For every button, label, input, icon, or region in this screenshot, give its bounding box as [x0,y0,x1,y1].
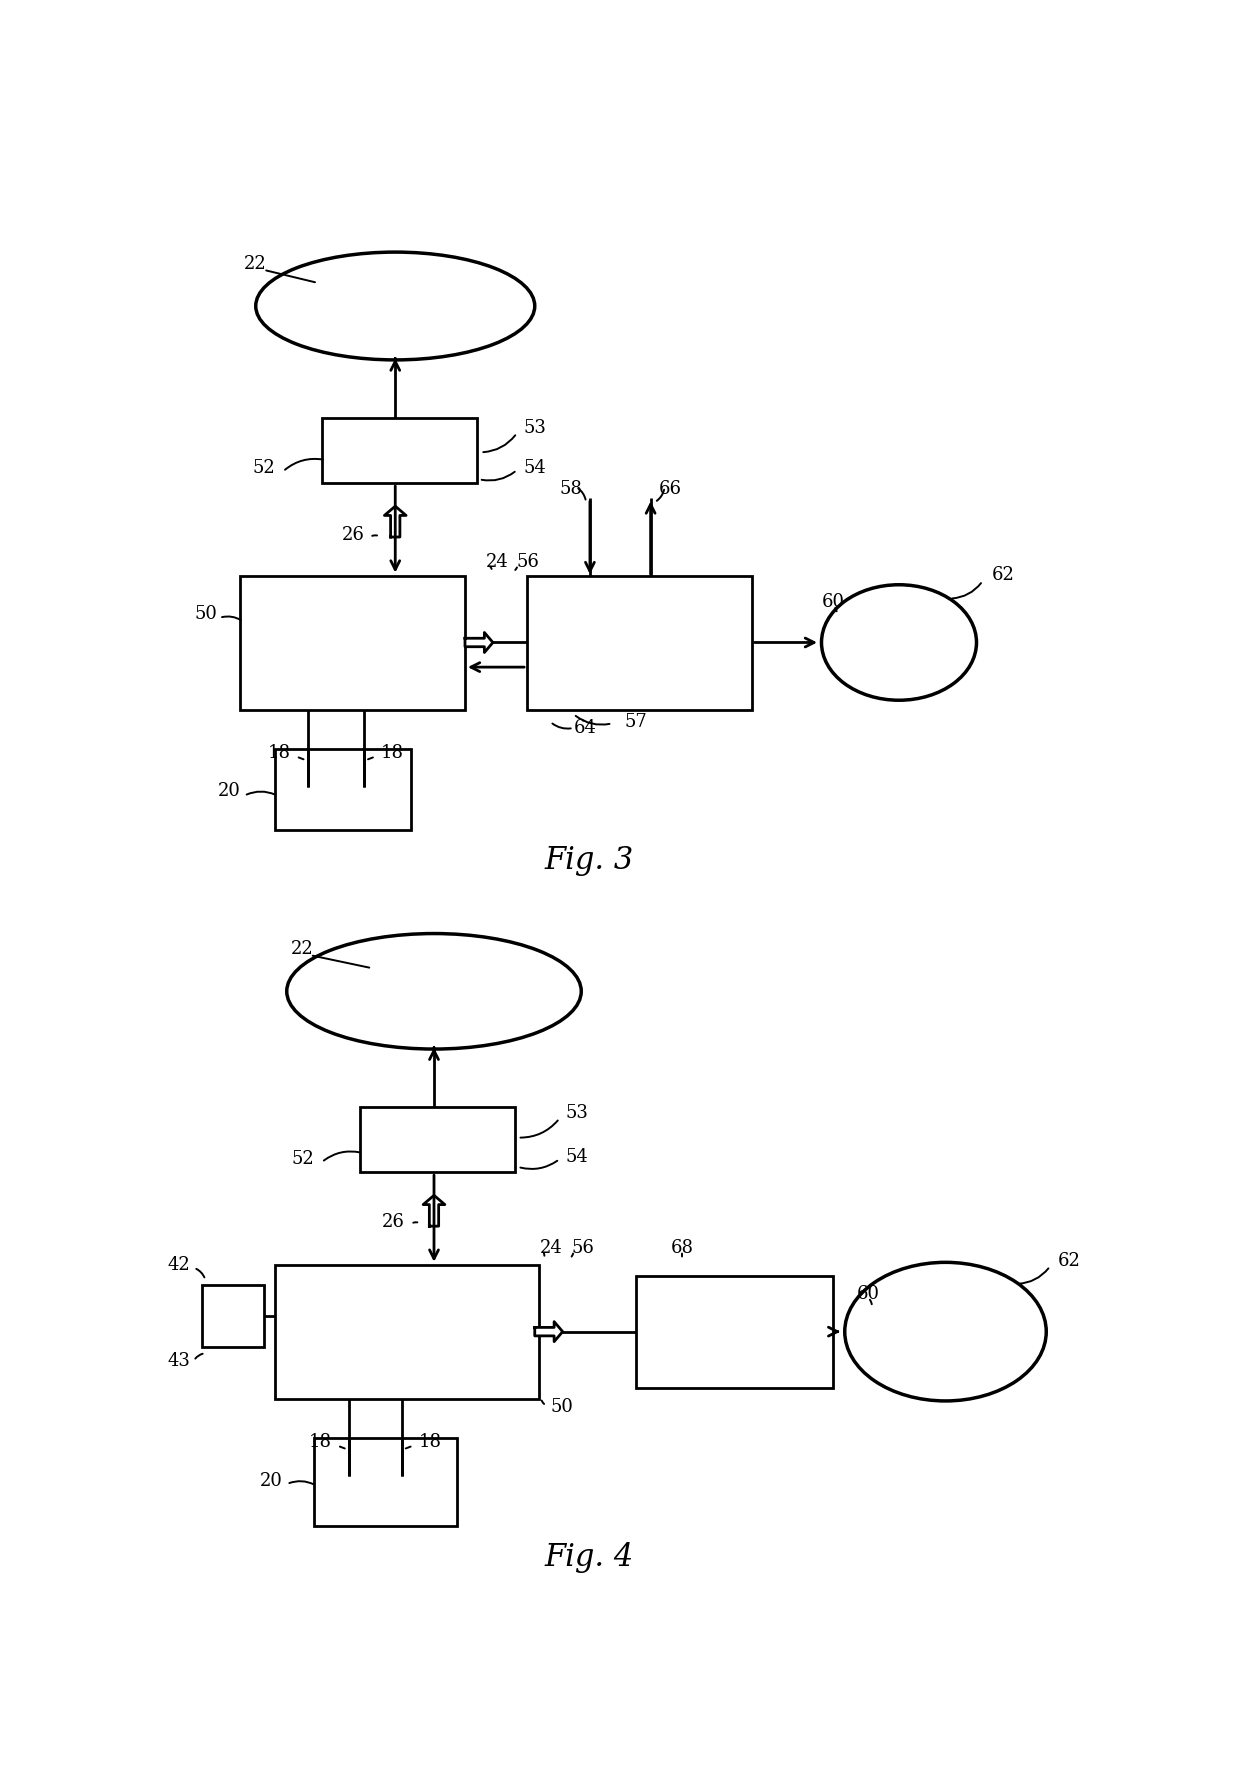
Bar [201,1285,263,1347]
Text: 26: 26 [341,527,365,545]
Text: 66: 66 [658,481,681,498]
Text: 62: 62 [992,566,1014,584]
Text: Fig. 3: Fig. 3 [544,846,634,876]
Text: 18: 18 [268,744,290,762]
Text: 54: 54 [523,459,546,477]
Text: 43: 43 [167,1351,190,1371]
Text: 50: 50 [195,605,217,623]
Text: 50: 50 [551,1397,573,1417]
Text: 57: 57 [624,712,647,732]
Text: 58: 58 [559,481,583,498]
Bar [241,575,465,710]
Text: 62: 62 [1058,1251,1081,1269]
Bar [321,418,476,482]
Text: 20: 20 [260,1472,283,1490]
Text: 53: 53 [523,418,546,436]
Text: 60: 60 [857,1285,879,1303]
Text: 22: 22 [290,940,314,958]
Text: 42: 42 [167,1255,190,1274]
Text: 54: 54 [565,1148,589,1166]
Text: 18: 18 [309,1433,332,1451]
Text: 68: 68 [671,1239,693,1257]
Text: 22: 22 [244,255,267,272]
Bar [314,1438,458,1527]
Bar [361,1107,516,1173]
Text: 18: 18 [381,744,404,762]
Text: 24: 24 [486,552,508,571]
Text: 52: 52 [253,459,275,477]
Text: 64: 64 [573,719,596,737]
Text: 60: 60 [822,593,844,612]
Text: 26: 26 [382,1214,404,1232]
Text: 24: 24 [541,1239,563,1257]
Polygon shape [465,632,494,653]
Text: 53: 53 [565,1104,589,1121]
Bar [635,1276,833,1388]
Polygon shape [534,1321,563,1342]
Polygon shape [423,1196,445,1226]
Text: 56: 56 [572,1239,595,1257]
Text: 56: 56 [516,552,539,571]
Bar [275,1264,538,1399]
Text: 52: 52 [291,1150,314,1168]
Bar [527,575,751,710]
Polygon shape [384,506,407,538]
Text: Fig. 4: Fig. 4 [544,1541,634,1574]
Text: 20: 20 [217,781,241,799]
Text: 18: 18 [419,1433,441,1451]
Bar [275,749,410,829]
